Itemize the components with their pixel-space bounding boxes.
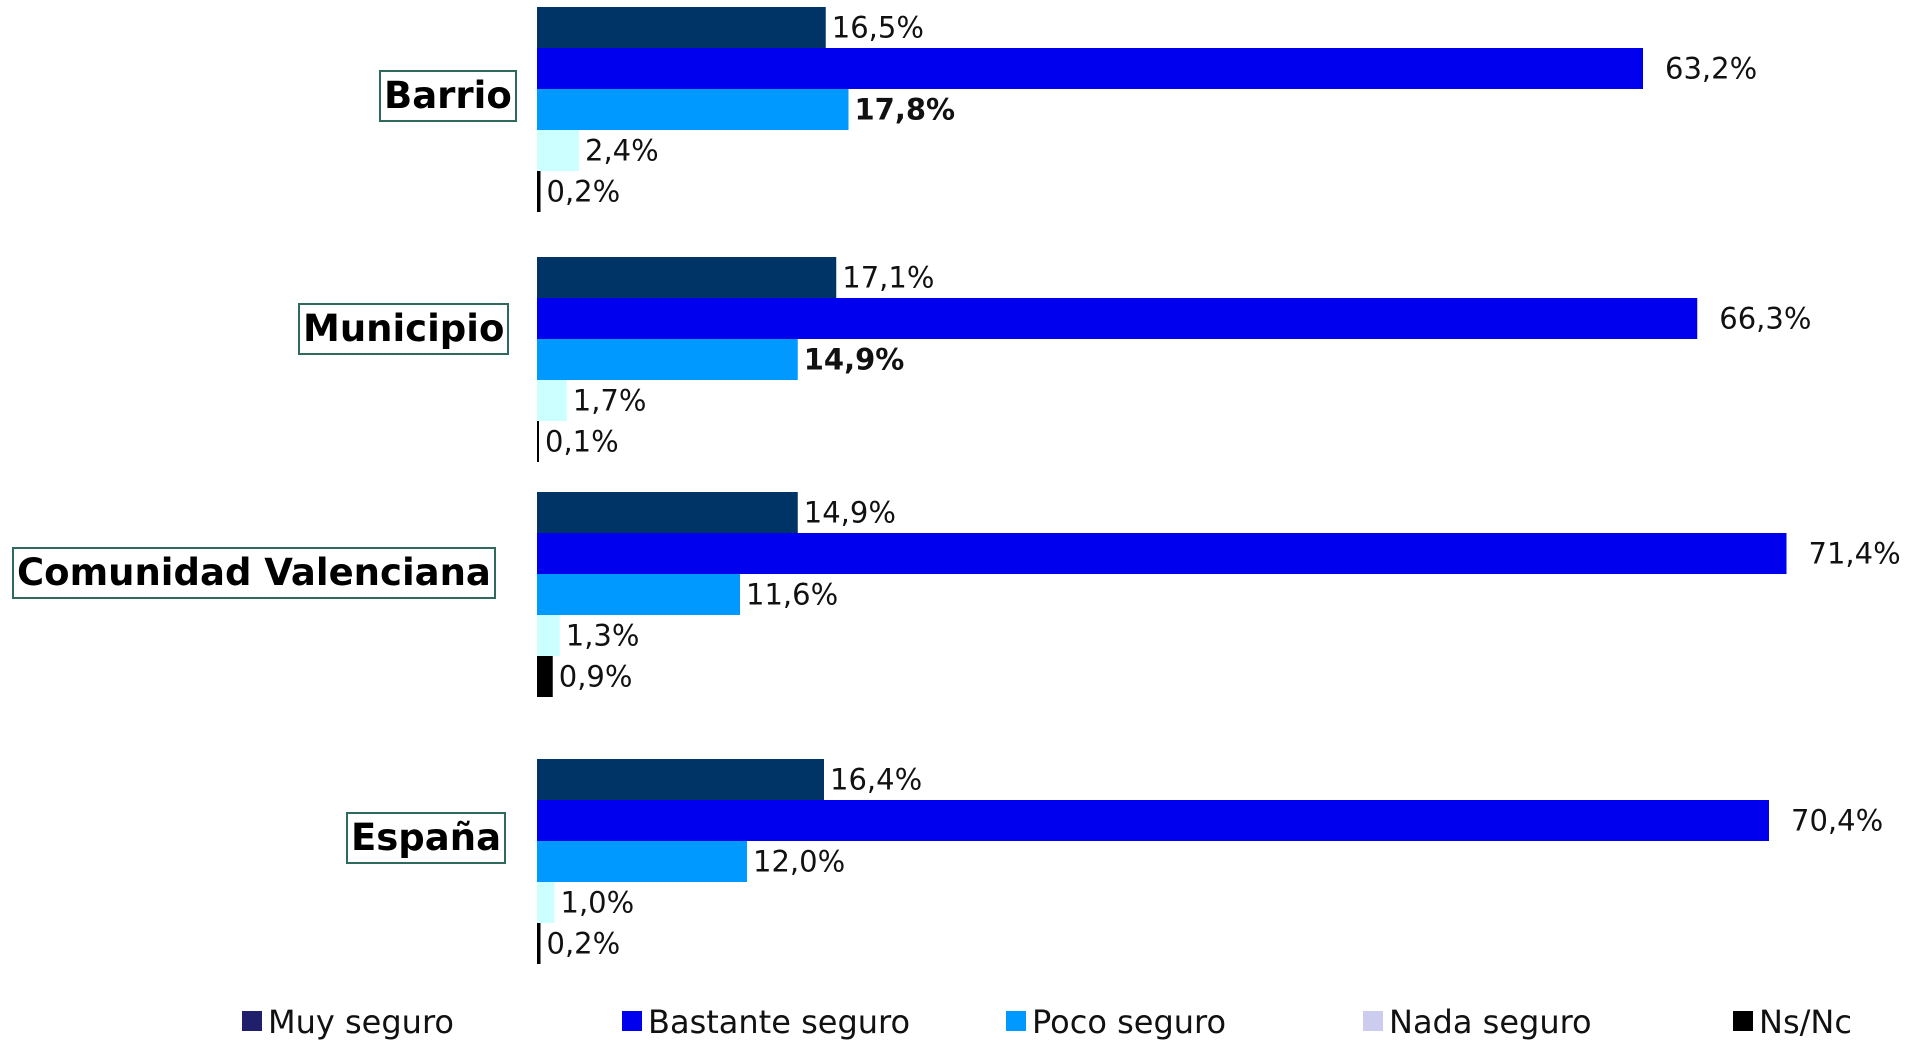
category-label-comunidad-valenciana: Comunidad Valenciana bbox=[12, 547, 496, 599]
data-label-comunidad-valenciana-nada-seguro: 1,3% bbox=[566, 619, 640, 653]
legend-item-poco-seguro: Poco seguro bbox=[1006, 1003, 1226, 1041]
bar-barrio-ns-nc bbox=[537, 171, 541, 212]
bar-barrio-poco-seguro bbox=[537, 89, 849, 130]
category-label-barrio: Barrio bbox=[379, 70, 517, 122]
legend-item-muy-seguro: Muy seguro bbox=[242, 1003, 454, 1041]
data-label-municipio-poco-seguro: 14,9% bbox=[804, 343, 905, 377]
bar-comunidad-valenciana-ns-nc bbox=[537, 656, 553, 697]
legend: Muy seguro Bastante seguro Poco seguro N… bbox=[0, 1003, 1917, 1041]
bar-municipio-nada-seguro bbox=[537, 380, 567, 421]
bar-espana-bastante-seguro bbox=[537, 800, 1769, 841]
bar-comunidad-valenciana-poco-seguro bbox=[537, 574, 740, 615]
bar-comunidad-valenciana-muy-seguro bbox=[537, 492, 798, 533]
data-label-barrio-nada-seguro: 2,4% bbox=[585, 134, 659, 168]
legend-label-ns-nc: Ns/Nc bbox=[1759, 1003, 1852, 1041]
data-label-espana-poco-seguro: 12,0% bbox=[753, 845, 845, 879]
legend-label-bastante-seguro: Bastante seguro bbox=[648, 1003, 911, 1041]
data-label-comunidad-valenciana-poco-seguro: 11,6% bbox=[746, 578, 838, 612]
data-label-barrio-ns-nc: 0,2% bbox=[547, 175, 621, 209]
bar-espana-nada-seguro bbox=[537, 882, 555, 923]
bar-espana-muy-seguro bbox=[537, 759, 824, 800]
legend-swatch-nada-seguro bbox=[1363, 1011, 1383, 1031]
bar-barrio-muy-seguro bbox=[537, 7, 826, 48]
data-label-barrio-poco-seguro: 17,8% bbox=[855, 93, 956, 127]
data-label-municipio-bastante-seguro: 66,3% bbox=[1719, 302, 1811, 336]
data-label-comunidad-valenciana-bastante-seguro: 71,4% bbox=[1809, 537, 1901, 571]
data-label-espana-muy-seguro: 16,4% bbox=[830, 763, 922, 797]
data-label-espana-ns-nc: 0,2% bbox=[547, 927, 621, 961]
data-label-comunidad-valenciana-ns-nc: 0,9% bbox=[559, 660, 633, 694]
bar-municipio-muy-seguro bbox=[537, 257, 837, 298]
bar-municipio-bastante-seguro bbox=[537, 298, 1698, 339]
legend-label-muy-seguro: Muy seguro bbox=[268, 1003, 454, 1041]
data-label-municipio-nada-seguro: 1,7% bbox=[573, 384, 647, 418]
category-label-municipio: Municipio bbox=[298, 303, 510, 355]
bar-espana-ns-nc bbox=[537, 923, 541, 964]
data-label-municipio-muy-seguro: 17,1% bbox=[842, 261, 934, 295]
bar-comunidad-valenciana-nada-seguro bbox=[537, 615, 560, 656]
data-label-barrio-bastante-seguro: 63,2% bbox=[1665, 52, 1757, 86]
bar-barrio-nada-seguro bbox=[537, 130, 579, 171]
category-label-espana: España bbox=[346, 812, 507, 864]
bar-municipio-poco-seguro bbox=[537, 339, 798, 380]
legend-item-nada-seguro: Nada seguro bbox=[1363, 1003, 1592, 1041]
data-label-comunidad-valenciana-muy-seguro: 14,9% bbox=[804, 496, 896, 530]
legend-item-bastante-seguro: Bastante seguro bbox=[622, 1003, 910, 1041]
data-label-espana-bastante-seguro: 70,4% bbox=[1791, 804, 1883, 838]
legend-label-poco-seguro: Poco seguro bbox=[1032, 1003, 1227, 1041]
bar-espana-poco-seguro bbox=[537, 841, 747, 882]
legend-swatch-bastante-seguro bbox=[622, 1011, 642, 1031]
legend-label-nada-seguro: Nada seguro bbox=[1389, 1003, 1592, 1041]
legend-swatch-ns-nc bbox=[1733, 1011, 1753, 1031]
data-label-barrio-muy-seguro: 16,5% bbox=[832, 11, 924, 45]
legend-swatch-poco-seguro bbox=[1006, 1011, 1026, 1031]
bar-municipio-ns-nc bbox=[537, 421, 539, 462]
data-label-municipio-ns-nc: 0,1% bbox=[545, 425, 619, 459]
bar-comunidad-valenciana-bastante-seguro bbox=[537, 533, 1787, 574]
data-label-espana-nada-seguro: 1,0% bbox=[561, 886, 635, 920]
bar-barrio-bastante-seguro bbox=[537, 48, 1643, 89]
legend-item-ns-nc: Ns/Nc bbox=[1733, 1003, 1852, 1041]
legend-swatch-muy-seguro bbox=[242, 1011, 262, 1031]
